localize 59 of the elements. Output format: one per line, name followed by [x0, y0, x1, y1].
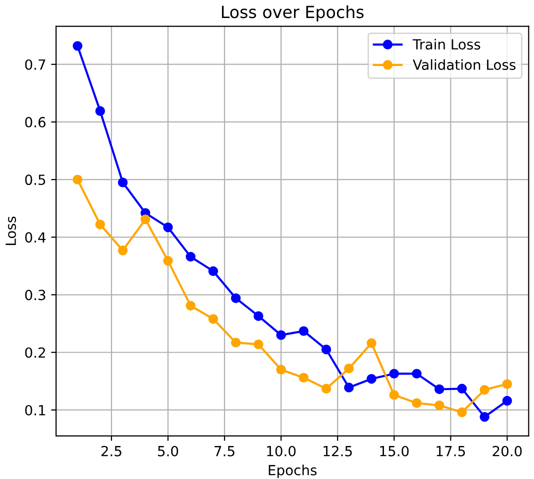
- point: [254, 311, 264, 321]
- x-tick-label: 15.0: [380, 446, 409, 456]
- point: [72, 174, 82, 184]
- y-tick-label: 0.1: [25, 404, 46, 416]
- y-tick-label: 0.5: [25, 174, 46, 186]
- point: [163, 256, 173, 266]
- x-tick-label: 17.5: [436, 446, 465, 456]
- x-tick-label: 12.5: [324, 446, 352, 456]
- point: [480, 412, 490, 422]
- x-tick-label: 5.0: [158, 446, 178, 456]
- point: [276, 330, 286, 340]
- point: [412, 368, 422, 379]
- point: [366, 374, 376, 384]
- legend-label: Validation Loss: [412, 59, 516, 70]
- point: [321, 344, 332, 354]
- x-tick-label: 20.0: [492, 446, 522, 456]
- point: [140, 214, 150, 224]
- point: [163, 222, 173, 232]
- x-tick-label: 7.5: [214, 446, 234, 456]
- point: [186, 300, 196, 311]
- y-tick-label: 0.3: [25, 290, 46, 300]
- x-tick-label: 10.0: [267, 446, 296, 456]
- point: [230, 338, 241, 348]
- point: [230, 293, 241, 304]
- point: [389, 368, 399, 379]
- point: [95, 106, 106, 116]
- point: [208, 314, 218, 324]
- point: [298, 372, 309, 383]
- point: [457, 407, 467, 418]
- point: [118, 178, 128, 188]
- point: [434, 384, 444, 394]
- point: [502, 396, 512, 406]
- point: [321, 384, 332, 394]
- point: [366, 338, 376, 348]
- chart-title: Loss over Epochs: [222, 5, 364, 22]
- point: [276, 364, 286, 375]
- point: [344, 364, 354, 374]
- y-tick-label: 0.4: [25, 232, 46, 243]
- point: [434, 400, 444, 410]
- legend-label: Train Loss: [412, 38, 480, 50]
- point: [457, 384, 467, 394]
- point: [254, 339, 264, 350]
- point: [480, 384, 490, 395]
- point: [208, 266, 218, 276]
- x-axis-title: Epochs: [268, 464, 317, 478]
- point: [502, 379, 512, 389]
- y-axis-title: Loss: [6, 216, 16, 245]
- y-tick-label: 0.6: [25, 116, 46, 128]
- x-tick-label: 2.5: [101, 446, 122, 456]
- point: [344, 382, 354, 392]
- y-tick-label: 0.2: [25, 347, 45, 358]
- y-tick-label: 0.7: [25, 59, 46, 70]
- point: [95, 220, 106, 230]
- point: [118, 246, 128, 256]
- point: [412, 398, 422, 408]
- point: [298, 326, 309, 336]
- point: [389, 390, 399, 400]
- point: [72, 41, 82, 51]
- point: [186, 252, 196, 262]
